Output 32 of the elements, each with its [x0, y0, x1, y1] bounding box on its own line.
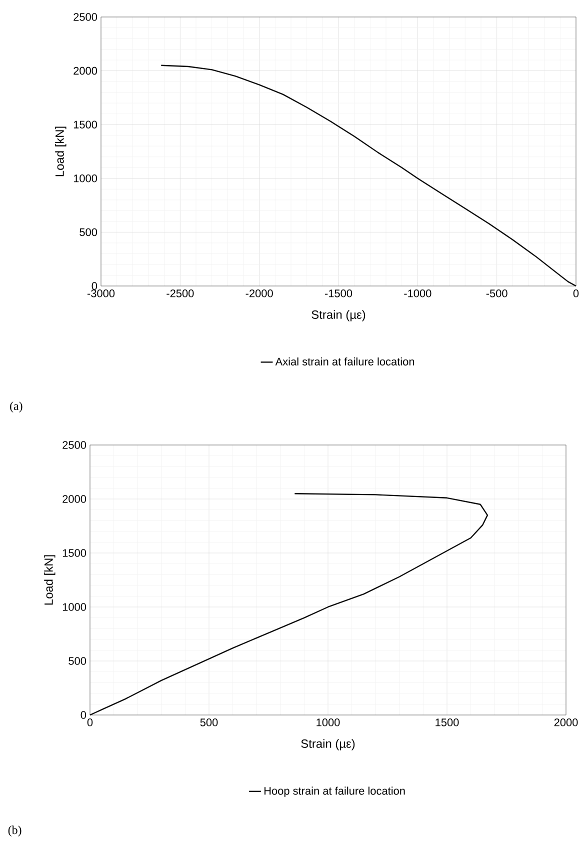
y-tick-label: 500	[68, 657, 86, 665]
line-series	[160, 64, 577, 287]
y-tick-label: 500	[80, 228, 98, 236]
x-tick-label: 1000	[316, 718, 340, 726]
y-tick-label: 2000	[74, 66, 98, 75]
x-tick-label: -3000	[87, 290, 115, 298]
y-axis-title: Load [kN]	[44, 555, 56, 605]
y-tick-label: 2500	[74, 13, 98, 21]
x-axis-title: Strain (µε)	[312, 310, 366, 322]
y-axis-title: Load [kN]	[55, 126, 66, 176]
text: (b)	[8, 826, 22, 837]
legend-label: Axial strain at failure location	[275, 357, 414, 366]
y-tick-label: 1000	[74, 174, 98, 182]
x-tick-label: -1500	[324, 290, 352, 298]
y-tick-label: 2500	[62, 441, 86, 449]
x-tick-label: -2000	[246, 290, 273, 298]
x-tick-label: 2000	[554, 718, 578, 726]
y-tick-label: 0	[92, 282, 98, 290]
x-axis-title: Strain (µε)	[301, 739, 355, 750]
x-tick-label: 1500	[436, 718, 459, 726]
x-tick-label: -500	[486, 290, 508, 298]
y-tick-label: 1500	[74, 120, 98, 128]
x-tick-label: -1000	[404, 290, 432, 298]
text: (a)	[10, 402, 22, 412]
x-tick-label: -2500	[166, 290, 194, 298]
y-tick-label: 2000	[62, 495, 86, 503]
y-tick-label: 1000	[62, 603, 86, 611]
legend-label: Hoop strain at failure location	[264, 786, 405, 797]
y-tick-label: 1500	[62, 549, 86, 557]
x-tick-label: 0	[573, 290, 579, 298]
y-tick-label: 0	[80, 711, 86, 719]
x-tick-label: 500	[200, 718, 218, 726]
